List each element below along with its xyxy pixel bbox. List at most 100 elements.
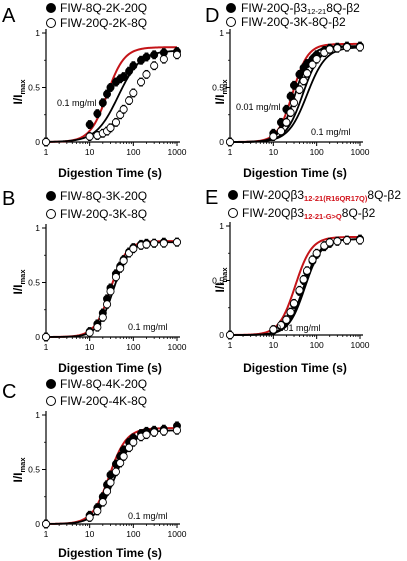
x-tick-label: 100 — [126, 529, 140, 539]
y-tick-label: 0 — [219, 330, 224, 340]
x-tick-label: 1 — [228, 340, 233, 350]
y-tick-label: 0.5 — [28, 278, 40, 288]
x-tick-label: 100 — [310, 147, 324, 157]
panel-d: D I/Imax 1 10 100 1000 0 0.5 1 FIW-20Q-β312-21… — [205, 1, 370, 180]
concentration-label: 0.1 mg/ml — [57, 98, 97, 108]
data-point-open — [150, 428, 159, 437]
data-point-open — [172, 238, 182, 247]
panel-letter: D — [205, 5, 219, 27]
y-tick-label: 0.5 — [212, 83, 224, 93]
legend-entry: FIW-20Q-3K-8Q-β2 — [241, 15, 346, 29]
data-point-open — [286, 108, 295, 117]
panel-letter: E — [205, 187, 218, 209]
data-point-open — [98, 498, 107, 507]
data-point-open — [286, 308, 295, 317]
legend-entry: FIW-20Qβ312-21-G>Q8Q-β2 — [242, 206, 376, 221]
data-point-open — [295, 85, 304, 94]
x-tick-label: 100 — [126, 147, 140, 157]
data-point-filled — [150, 50, 159, 59]
legend-entry: FIW-20Qβ312-21(R16QR17Q)8Q-β2 — [242, 188, 401, 203]
y-tick-label: 1 — [219, 28, 224, 38]
data-point-open — [102, 300, 112, 309]
x-tick-label: 1000 — [168, 147, 187, 157]
data-point-open — [276, 127, 286, 136]
legend: FIW-8Q-4K-20Q FIW-20Q-4K-8Q — [46, 377, 147, 408]
concentration-label: 0.01 mg/ml — [276, 323, 321, 333]
data-point-open — [325, 45, 334, 54]
data-point-open — [308, 255, 317, 264]
data-point-open — [142, 70, 151, 79]
data-point-filled — [125, 67, 134, 76]
x-tick-label: 10 — [85, 342, 95, 352]
data-point-open — [308, 60, 317, 69]
data-point-open — [129, 88, 138, 97]
data-point-open — [93, 323, 102, 332]
data-point-open — [41, 519, 51, 529]
legend-entry: FIW-20Q-β312-218Q-β2 — [241, 1, 360, 16]
data-point-open — [303, 266, 312, 275]
data-point-filled — [286, 92, 295, 101]
data-point-open — [150, 61, 159, 70]
x-axis-label: Digestion Time (s) — [58, 546, 162, 560]
data-point-filled — [106, 83, 115, 92]
data-point-open — [116, 264, 125, 273]
plot-area: 1 10 100 1000 0 0.5 1 — [212, 221, 370, 350]
legend-marker-open — [46, 18, 56, 28]
y-axis-label: I/Imax — [213, 267, 229, 293]
panel-letter: B — [2, 188, 15, 210]
data-point-open — [125, 443, 134, 452]
data-point-open — [41, 332, 51, 342]
x-tick-label: 1000 — [351, 147, 370, 157]
x-tick-label: 1 — [228, 147, 233, 157]
panel-b: B I/Imax 1 10 100 1000 0 0.5 1 FIW-8Q-3K-20Q F… — [2, 188, 187, 375]
data-point-open — [119, 256, 128, 265]
panel-letter: C — [2, 381, 16, 403]
data-point-open — [342, 43, 352, 52]
data-point-open — [289, 98, 299, 107]
data-point-open — [312, 55, 321, 64]
data-point-filled — [142, 52, 151, 61]
x-tick-label: 100 — [126, 342, 140, 352]
data-point-filled — [295, 70, 304, 79]
y-axis-label: I/Imax — [11, 269, 27, 295]
legend: FIW-20Q-β312-218Q-β2 FIW-20Q-3K-8Q-β2 — [226, 1, 360, 29]
concentration-label: 0.1 mg/ml — [128, 511, 168, 521]
data-point-open — [225, 330, 235, 340]
data-point-open — [325, 238, 334, 247]
data-point-open — [159, 55, 168, 64]
data-point-open — [102, 487, 112, 496]
panel-e: E I/Imax 1 10 100 1000 0 0.5 1 FIW-20Qβ312-21(… — [205, 187, 401, 375]
x-tick-label: 10 — [85, 529, 95, 539]
data-point-open — [93, 506, 102, 515]
data-point-open — [269, 325, 278, 334]
legend-marker-filled — [228, 190, 238, 200]
y-tick-label: 0.5 — [28, 465, 40, 475]
data-point-open — [276, 321, 286, 330]
legend: FIW-20Qβ312-21(R16QR17Q)8Q-β2 FIW-20Qβ31… — [228, 188, 401, 221]
x-tick-label: 1 — [44, 342, 49, 352]
x-tick-label: 10 — [85, 147, 95, 157]
plot-area: 1 10 100 1000 0 0.5 1 — [28, 410, 187, 539]
y-axis-label: I/Imax — [11, 79, 27, 105]
data-point-open — [136, 78, 146, 87]
data-point-filled — [93, 109, 102, 118]
data-point-open — [85, 132, 94, 141]
y-tick-label: 1 — [219, 221, 224, 231]
plot-area: 1 10 100 1000 0 0.5 1 — [28, 223, 187, 352]
data-point-open — [289, 299, 299, 308]
panel-letter: A — [2, 5, 16, 27]
legend-marker-open — [46, 396, 56, 406]
y-tick-label: 0.5 — [28, 83, 40, 93]
data-point-open — [111, 272, 121, 282]
legend-marker-open — [46, 209, 56, 219]
fit-curve-red — [229, 235, 360, 336]
legend-marker-filled — [46, 3, 56, 13]
data-point-open — [303, 69, 312, 78]
data-point-open — [106, 123, 115, 132]
concentration-label: 0.01 mg/ml — [236, 102, 281, 112]
y-axis-label: I/Imax — [11, 457, 27, 483]
data-point-open — [85, 328, 94, 337]
data-point-open — [129, 244, 138, 253]
y-tick-label: 0.5 — [212, 276, 224, 286]
